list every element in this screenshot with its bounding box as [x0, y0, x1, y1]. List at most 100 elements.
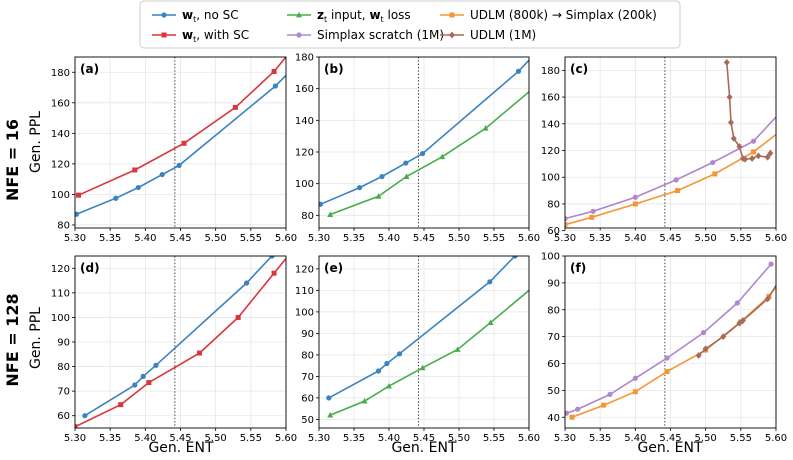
legend-label-w_no_sc: wt, no SC: [182, 8, 239, 24]
panel-b-ytick-label: 80: [301, 211, 314, 222]
panel-c-point-simplax_scratch: [565, 216, 568, 222]
panel-c-xtick-label: 5.50: [695, 233, 717, 244]
legend-label-w_sc: wt, with SC: [182, 28, 249, 44]
panel-a-xtick-label: 5.45: [169, 233, 191, 244]
panel-f-point-simplax_scratch: [734, 300, 740, 306]
panel-b-ytick-label: 160: [295, 84, 314, 95]
legend-label-udlm_1m: UDLM (1M): [470, 28, 536, 42]
panel-a-xtick-label: 5.55: [240, 233, 262, 244]
panel-e-xtick-label: 5.45: [413, 433, 435, 444]
panel-d-point-w_no_sc: [269, 256, 275, 259]
panel-d-point-w_sc: [196, 350, 202, 356]
panel-c-ytick-label: 60: [547, 226, 560, 237]
panel-a-label: (a): [80, 62, 99, 76]
legend: wt, no SC zt input, wt loss UDLM (800k) → …: [139, 0, 681, 49]
panel-a: 5.30 5.35 5.40 5.45 5.50 5.55 5.60 80 100 120 140 1…: [51, 56, 297, 244]
panel-f-point-udlm_simplax: [664, 369, 670, 375]
panel-c-point-udlm_simplax: [675, 188, 681, 194]
panel-d-point-w_no_sc: [82, 413, 88, 419]
panel-d-ytick-label: 120: [51, 264, 70, 275]
panel-d-point-w_sc: [235, 314, 241, 320]
panel-e-ytick-label: 80: [301, 350, 314, 361]
panel-b-xtick-label: 5.60: [518, 233, 540, 244]
panel-a-ytick-label: 180: [51, 68, 70, 79]
legend-entry-w_no_sc: wt, no SC: [152, 8, 239, 24]
ylabel-row-1: Gen. PPL: [28, 111, 44, 173]
panel-f-xtick-label: 5.40: [624, 433, 646, 444]
panel-d-point-w_no_sc: [153, 362, 159, 368]
panel-e-ytick-label: 120: [295, 264, 314, 275]
panel-b-point-w_no_sc: [420, 150, 426, 157]
panel-f-series-simplax_scratch: [566, 263, 772, 414]
panel-f-xtick-label: 5.45: [659, 433, 681, 444]
ylabel-row-2: Gen. PPL: [28, 307, 44, 369]
panel-d: 5.30 5.35 5.40 5.45 5.50 5.55 5.60 60 70 80 90 100 1…: [51, 255, 297, 444]
panel-f: 5.30 5.35 5.40 5.45 5.50 5.55 5.60 40 50 60 70 80 90…: [541, 252, 787, 445]
panel-e-label: (e): [324, 261, 343, 275]
panel-f-point-simplax_scratch: [700, 329, 707, 336]
panel-e-point-z_input: [361, 397, 368, 404]
panel-c-point-udlm_1m: [723, 58, 730, 66]
legend-label-simplax_scratch: Simplax scratch (1M): [317, 28, 444, 42]
legend-frame: [139, 0, 681, 49]
panel-e-point-w_no_sc: [375, 368, 382, 374]
panel-f-xtick-label: 5.50: [695, 433, 717, 444]
panel-c-point-simplax_scratch: [632, 194, 638, 200]
panel-d-ytick-label: 80: [57, 362, 70, 373]
panel-d-point-w_sc: [146, 380, 152, 386]
panel-a-point-w_sc: [232, 104, 238, 110]
panel-d-point-w_sc: [75, 424, 78, 428]
panel-f-point-udlm_simplax: [569, 414, 575, 420]
panel-f-point-simplax_scratch: [607, 391, 613, 398]
panel-b-series-z_input: [329, 91, 529, 216]
panel-f-label: (f): [570, 261, 586, 275]
panel-d-point-w_sc: [271, 270, 277, 276]
panel-e-ytick-label: 60: [301, 393, 314, 404]
legend-entry-w_sc: wt, with SC: [152, 28, 249, 44]
panel-d-ytick-label: 110: [51, 288, 70, 299]
legend-marker-udlm_1m: [449, 31, 455, 39]
panel-c-xtick-label: 5.30: [554, 233, 576, 244]
panel-b-point-z_input: [327, 211, 334, 217]
panel-e-point-z_input: [327, 411, 334, 418]
panel-d-ytick-label: 70: [57, 387, 70, 398]
row-label-nfe-16: NFE = 16: [3, 119, 22, 201]
panel-f-xtick-label: 5.30: [554, 433, 576, 444]
panel-a-point-w_sc: [271, 69, 277, 75]
panel-b-ytick-label: 100: [295, 179, 314, 190]
panel-b-ytick-label: 120: [295, 148, 314, 159]
xlabel-col-1: Gen. ENT: [148, 440, 214, 456]
legend-marker-simplax_scratch: [296, 32, 302, 38]
legend-entry-z_input: zt input, wt loss: [287, 8, 411, 24]
panel-e-xtick-label: 5.60: [518, 433, 540, 444]
panel-a-xtick-label: 5.50: [205, 233, 227, 244]
panel-f-ytick-label: 40: [547, 413, 560, 424]
panel-c-label: (c): [570, 62, 588, 76]
panel-f-point-simplax_scratch: [565, 410, 570, 416]
panel-c-point-udlm_1m: [749, 155, 756, 162]
panel-b: 5.30 5.35 5.40 5.45 5.50 5.55 5.60 80 100 120 140 1…: [295, 53, 540, 245]
panel-d-series-w_no_sc: [84, 256, 273, 417]
panel-a-point-w_no_sc: [176, 162, 182, 169]
panel-e-xtick-label: 5.50: [448, 433, 470, 444]
panel-d-ytick-label: 60: [57, 411, 70, 422]
panel-f-point-simplax_scratch: [768, 261, 774, 267]
panel-c-point-udlm_1m: [755, 152, 762, 160]
panel-b-point-w_no_sc: [379, 173, 385, 180]
panel-f-point-simplax_scratch: [664, 355, 670, 361]
panel-e-xtick-label: 5.55: [483, 433, 505, 444]
panel-b-xtick-label: 5.55: [483, 233, 505, 244]
panel-a-point-w_sc: [181, 140, 187, 146]
legend-marker-z_input: [296, 11, 302, 18]
panel-f-point-udlm_1m: [720, 333, 727, 341]
panel-f-ytick-label: 90: [547, 278, 560, 289]
panel-c-point-udlm_simplax: [589, 214, 595, 220]
panel-c-point-udlm_simplax: [632, 201, 638, 207]
xlabel-col-2: Gen. ENT: [391, 440, 457, 456]
legend-entry-udlm_1m: UDLM (1M): [440, 28, 536, 42]
panel-e-point-w_no_sc: [512, 256, 518, 259]
panel-b-label: (b): [324, 62, 344, 76]
panel-c-point-udlm_1m: [736, 143, 743, 150]
panel-f-ytick-label: 80: [547, 305, 560, 316]
